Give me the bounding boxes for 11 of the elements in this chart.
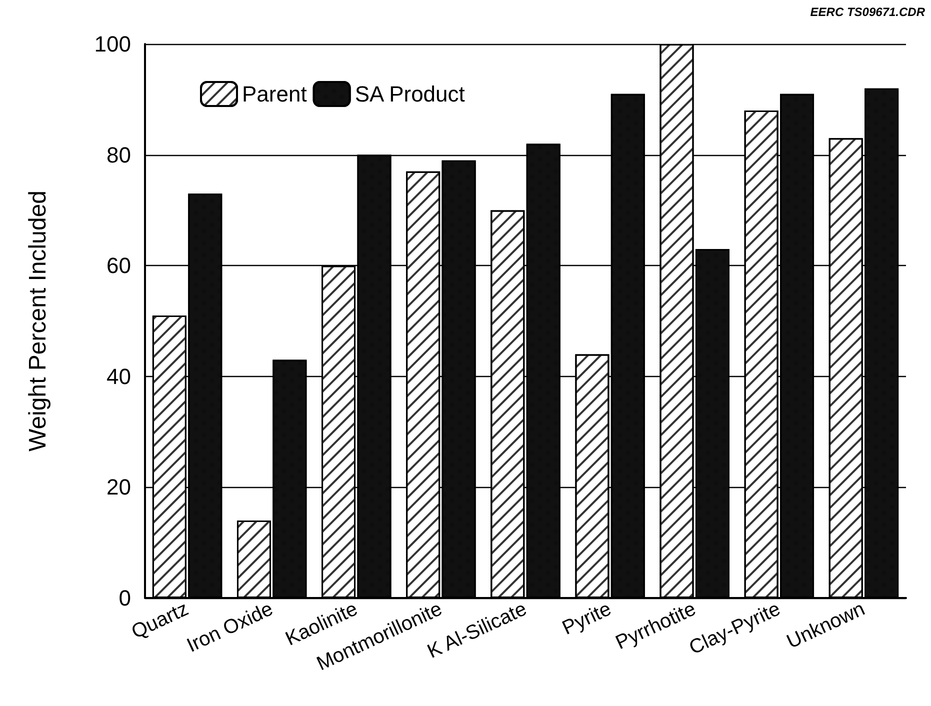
- y-tick-label: 60: [106, 253, 131, 278]
- y-axis-title: Weight Percent Included: [24, 190, 52, 452]
- y-tick-label: 0: [118, 586, 131, 610]
- text: EERC TS09671.CDR: [810, 5, 926, 19]
- legend-label: SA Product: [354, 82, 465, 106]
- y-tick-label: 100: [94, 32, 131, 56]
- legend-label: Parent: [242, 82, 307, 106]
- y-tick-label: 40: [106, 364, 131, 389]
- y-tick-label: 20: [106, 474, 131, 500]
- x-tick-label: Pyrite: [559, 598, 615, 640]
- y-tick-label: 80: [106, 142, 131, 168]
